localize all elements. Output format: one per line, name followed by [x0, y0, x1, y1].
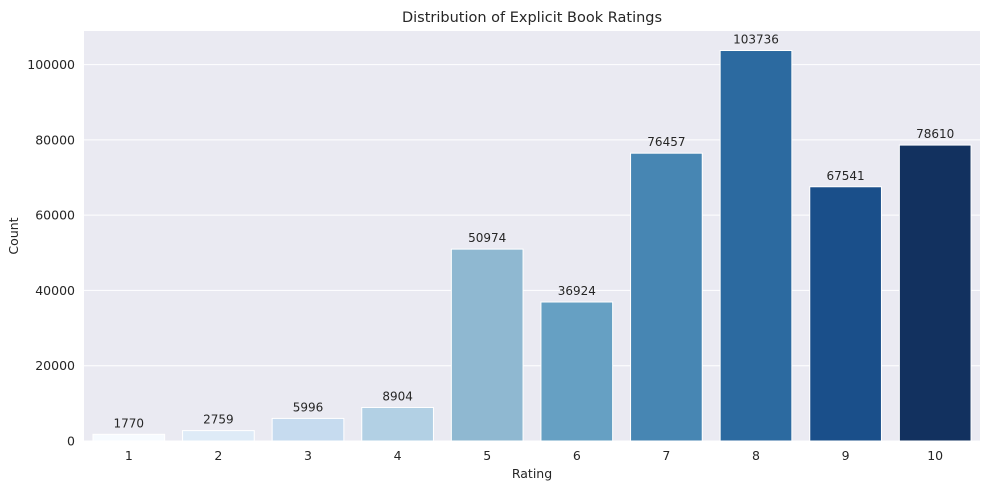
- data-labels: 1770 2759 5996 8904 50974 36924 76457 103736 675…: [114, 33, 955, 431]
- bar-rating-9: [809, 186, 882, 442]
- data-label: 78610: [916, 127, 954, 141]
- bar-rating-7: [630, 152, 703, 442]
- y-tick-label: 80000: [35, 132, 75, 147]
- data-label: 8904: [382, 389, 413, 403]
- data-label: 2759: [203, 413, 234, 427]
- bar-rating-5: [450, 248, 524, 442]
- x-tick-label: 3: [304, 448, 312, 463]
- x-tick-label: 8: [752, 448, 760, 463]
- bar-rating-3: [271, 417, 345, 442]
- bars: [92, 50, 972, 442]
- y-tick-label: 60000: [35, 208, 75, 223]
- x-axis-label: Rating: [512, 466, 552, 481]
- bar-rating-1: [92, 433, 166, 442]
- bar-rating-6: [540, 301, 614, 442]
- y-axis-label: Count: [6, 217, 21, 254]
- x-tick-label: 4: [394, 448, 402, 463]
- y-tick-label: 40000: [35, 283, 75, 298]
- data-label: 1770: [114, 416, 145, 430]
- y-tick-label: 100000: [27, 57, 75, 72]
- y-tick-label: 20000: [35, 358, 75, 373]
- x-tick-label: 1: [125, 448, 133, 463]
- x-tick-label: 2: [214, 448, 222, 463]
- x-tick-label: 6: [573, 448, 581, 463]
- bar-rating-2: [182, 430, 255, 442]
- y-axis-ticks: 0 20000 40000 60000 80000 100000: [27, 57, 75, 448]
- bar-rating-10: [898, 144, 972, 442]
- chart-title: Distribution of Explicit Book Ratings: [402, 10, 662, 26]
- data-label: 36924: [558, 284, 596, 298]
- data-label: 76457: [647, 135, 685, 149]
- x-tick-label: 5: [483, 448, 491, 463]
- bar-rating-4: [361, 406, 434, 442]
- data-label: 67541: [827, 169, 865, 183]
- data-label: 50974: [468, 231, 506, 245]
- y-tick-label: 0: [67, 434, 75, 449]
- x-tick-label: 7: [662, 448, 670, 463]
- x-tick-label: 9: [842, 448, 850, 463]
- x-axis-ticks: 1 2 3 4 5 6 7 8 9 10: [125, 448, 943, 463]
- bar-rating-8: [719, 50, 793, 442]
- data-label: 103736: [733, 33, 779, 47]
- x-tick-label: 10: [927, 448, 943, 463]
- data-label: 5996: [293, 400, 324, 414]
